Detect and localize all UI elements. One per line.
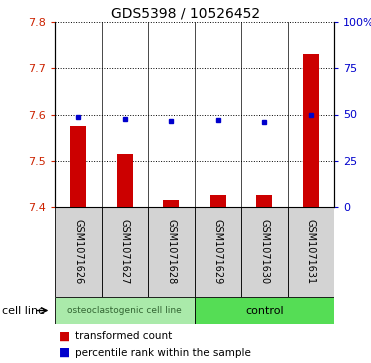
Bar [288, 207, 334, 297]
Text: osteoclastogenic cell line: osteoclastogenic cell line [68, 306, 182, 315]
Bar [55, 207, 102, 297]
Text: cell line: cell line [2, 306, 45, 315]
Bar [102, 207, 148, 297]
Bar [210, 195, 226, 207]
Text: control: control [245, 306, 283, 315]
Bar [194, 207, 241, 297]
Bar [303, 54, 319, 207]
Text: transformed count: transformed count [75, 331, 173, 341]
Text: GSM1071631: GSM1071631 [306, 220, 316, 285]
Bar [241, 207, 288, 297]
Bar [148, 207, 194, 297]
Text: ■: ■ [59, 330, 70, 343]
Text: GSM1071629: GSM1071629 [213, 219, 223, 285]
Bar [256, 195, 272, 207]
Text: GDS5398 / 10526452: GDS5398 / 10526452 [111, 7, 260, 21]
Text: GSM1071628: GSM1071628 [166, 219, 176, 285]
Bar [163, 200, 180, 207]
Text: GSM1071626: GSM1071626 [73, 219, 83, 285]
Text: GSM1071630: GSM1071630 [259, 220, 269, 285]
Bar [55, 297, 194, 324]
Text: GSM1071627: GSM1071627 [120, 219, 130, 285]
Text: ■: ■ [59, 346, 70, 359]
Bar [70, 126, 86, 207]
Bar [116, 154, 133, 207]
Bar [194, 297, 334, 324]
Text: percentile rank within the sample: percentile rank within the sample [75, 348, 251, 358]
